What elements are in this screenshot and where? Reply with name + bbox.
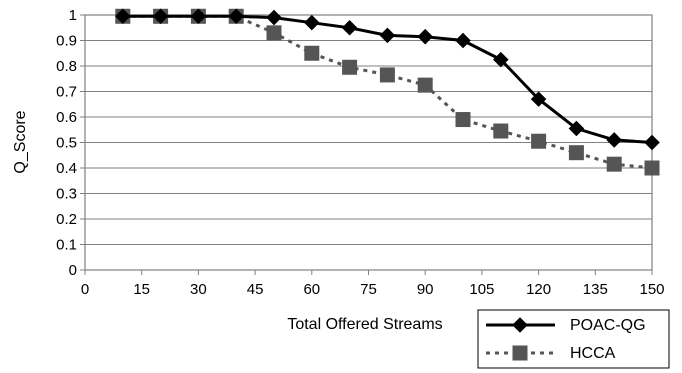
data-point-hcca	[266, 25, 282, 41]
x-tick-label: 120	[526, 281, 551, 298]
data-point-hcca	[304, 45, 320, 61]
data-point-poac-qg	[644, 134, 660, 151]
x-tick-label: 150	[639, 281, 664, 298]
data-point-poac-qg	[152, 8, 169, 25]
data-point-hcca	[455, 112, 471, 128]
y-tick-label: 0	[69, 262, 77, 279]
y-tick-label: 0.5	[56, 135, 77, 152]
data-point-poac-qg	[115, 8, 131, 25]
x-tick-label: 90	[417, 281, 434, 298]
data-point-hcca	[417, 77, 433, 93]
x-tick-label: 105	[469, 281, 494, 298]
legend-box	[477, 309, 670, 369]
data-point-hcca	[493, 123, 509, 139]
x-tick-label: 60	[303, 281, 320, 298]
y-tick-label: 0.1	[56, 237, 77, 254]
data-point-poac-qg	[606, 132, 622, 148]
x-axis-ticks: 0 15 30 45 60 75 90 105 120 135 150	[81, 270, 665, 298]
data-point-poac-qg	[455, 32, 471, 49]
y-tick-label: 0.9	[56, 33, 77, 50]
y-tick-label: 0.4	[56, 160, 77, 177]
x-tick-label: 45	[247, 281, 264, 298]
data-point-poac-qg	[417, 28, 433, 45]
y-axis-title: Q_Score	[12, 110, 29, 173]
y-tick-label: 0.7	[56, 84, 77, 101]
grid-lines	[85, 40, 652, 245]
x-axis-title: Total Offered Streams	[287, 316, 442, 333]
x-tick-label: 135	[583, 281, 608, 298]
data-point-hcca	[644, 160, 660, 176]
data-point-hcca	[342, 59, 358, 75]
y-tick-label: 0.6	[56, 109, 77, 126]
legend: POAC-QG HCCA	[477, 309, 670, 369]
data-point-poac-qg	[190, 8, 207, 25]
x-tick-label: 75	[360, 281, 377, 298]
legend-marker-hcca	[512, 345, 528, 361]
x-tick-label: 0	[81, 281, 89, 298]
y-tick-label: 1	[69, 7, 77, 24]
data-point-hcca	[606, 156, 622, 172]
x-tick-label: 15	[133, 281, 150, 298]
legend-label-hcca: HCCA	[570, 345, 616, 362]
data-point-poac-qg	[341, 19, 358, 36]
y-tick-label: 0.2	[56, 211, 77, 228]
data-point-poac-qg	[304, 14, 320, 31]
data-point-poac-qg	[568, 120, 585, 137]
data-point-hcca	[531, 133, 547, 149]
series-line-hcca	[122, 14, 653, 170]
y-tick-label: 0.3	[56, 186, 77, 203]
data-point-hcca	[379, 67, 395, 83]
y-tick-label: 0.8	[56, 58, 77, 75]
x-tick-label: 30	[190, 281, 207, 298]
data-point-poac-qg	[266, 9, 282, 26]
data-point-hcca	[568, 145, 584, 161]
y-axis-ticks: 0 0.1 0.2 0.3 0.4 0.5 0.6 0.7 0.8 0.9 1	[56, 7, 85, 279]
legend-label-poac-qg: POAC-QG	[570, 317, 646, 334]
data-point-poac-qg	[228, 8, 244, 25]
